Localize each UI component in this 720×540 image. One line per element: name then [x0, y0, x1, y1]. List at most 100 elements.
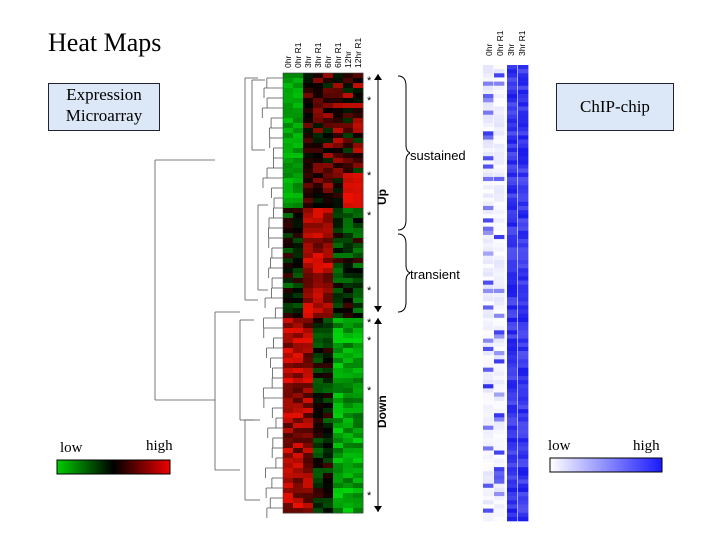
chip-cell — [518, 77, 529, 82]
chip-cell — [507, 301, 518, 306]
expression-cell — [303, 348, 314, 354]
expression-cell — [313, 313, 324, 319]
expression-cell — [293, 238, 304, 244]
expression-cell — [293, 173, 304, 179]
chip-cell — [494, 404, 505, 410]
expression-cell — [353, 348, 364, 354]
chip-cell — [518, 417, 529, 422]
expression-cell — [313, 373, 324, 379]
expression-cell — [313, 248, 324, 254]
chip-cell — [494, 259, 505, 265]
chip-cell — [494, 118, 505, 124]
chip-cell — [518, 85, 529, 91]
expression-cell — [353, 318, 364, 324]
expression-cell — [293, 73, 304, 79]
expression-cell — [333, 128, 344, 134]
expression-cell — [293, 378, 304, 384]
chip-cell — [507, 330, 518, 335]
chip-cell — [507, 380, 518, 385]
expression-cell — [333, 148, 344, 154]
expression-cell — [303, 158, 314, 164]
chip-cell — [507, 462, 518, 468]
chip-cell — [507, 346, 518, 352]
expression-cell — [323, 328, 334, 334]
expression-cell — [343, 223, 354, 229]
chip-cell — [518, 425, 529, 431]
chip-cell — [483, 409, 494, 414]
expression-cell — [293, 423, 304, 429]
expression-cell — [323, 333, 334, 339]
expression-cell — [293, 223, 304, 229]
expression-cell — [353, 73, 364, 79]
chip-cell — [518, 98, 529, 103]
expression-cell — [343, 448, 354, 454]
expression-cell — [293, 418, 304, 424]
expression-cell — [353, 328, 364, 334]
chip-cell — [483, 284, 494, 290]
expression-cell — [303, 263, 314, 269]
expression-cell — [333, 243, 344, 249]
expression-cell — [343, 73, 354, 79]
expression-cell — [333, 73, 344, 79]
expression-cell — [343, 263, 354, 269]
expression-cell — [323, 403, 334, 409]
chip-cell — [494, 346, 505, 352]
expression-cell — [343, 363, 354, 369]
chip-legend-high: high — [633, 438, 660, 454]
expression-cell — [353, 183, 364, 189]
expression-cell — [353, 298, 364, 304]
chip-cell — [483, 239, 494, 244]
chip-cell — [483, 500, 494, 505]
expression-cell — [303, 168, 314, 174]
chip-cell — [494, 500, 505, 505]
expression-cell — [313, 498, 324, 504]
chip-cell — [483, 69, 494, 74]
chip-cell — [494, 380, 505, 385]
expression-cell — [343, 508, 354, 514]
chip-cell — [507, 69, 518, 74]
expression-cell — [333, 313, 344, 319]
expression-cell — [283, 148, 294, 154]
expression-cell — [313, 173, 324, 179]
expression-cell — [283, 508, 294, 514]
chip-cell — [494, 280, 505, 286]
expression-cell — [313, 413, 324, 419]
chip-cell — [518, 280, 529, 286]
expression-cell — [283, 208, 294, 214]
expression-cell — [323, 473, 334, 479]
expression-cell — [283, 73, 294, 79]
chip-cell — [518, 185, 529, 190]
expression-cell — [353, 453, 364, 459]
chip-cell — [507, 363, 518, 368]
chip-cell — [483, 467, 494, 472]
expression-cell — [353, 293, 364, 299]
expression-cell — [293, 193, 304, 199]
expression-cell — [293, 178, 304, 184]
expression-cell — [283, 343, 294, 349]
chip-cell — [494, 342, 505, 348]
chip-cell — [507, 442, 518, 447]
chip-cell — [483, 371, 494, 377]
expression-cell — [283, 248, 294, 254]
chip-cell — [483, 438, 494, 443]
chip-cell — [507, 201, 518, 207]
expression-cell — [313, 428, 324, 434]
chip-cell — [483, 404, 494, 410]
expression-cell — [353, 113, 364, 119]
expression-cell — [343, 443, 354, 449]
expression-cell — [323, 293, 334, 299]
expression-cell — [293, 78, 304, 84]
expression-cell — [323, 263, 334, 269]
expression-cell — [293, 443, 304, 449]
expression-cell — [353, 438, 364, 444]
chip-cell — [494, 77, 505, 82]
expression-cell — [303, 433, 314, 439]
chip-cell — [483, 210, 494, 215]
chip-cell — [494, 255, 505, 261]
expression-cell — [303, 468, 314, 474]
expression-cell — [333, 248, 344, 254]
significance-marker: * — [367, 210, 372, 222]
chip-cell — [518, 380, 529, 385]
chip-cell — [507, 280, 518, 286]
